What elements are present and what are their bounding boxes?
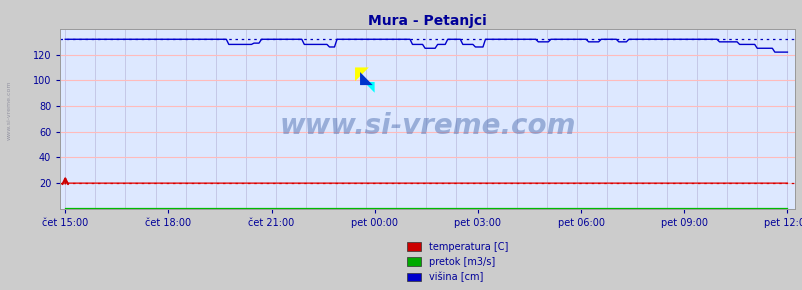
- Legend: temperatura [C], pretok [m3/s], višina [cm]: temperatura [C], pretok [m3/s], višina […: [407, 242, 508, 282]
- Text: ◤: ◤: [354, 65, 368, 83]
- Text: www.si-vreme.com: www.si-vreme.com: [279, 112, 575, 140]
- Title: Mura - Petanjci: Mura - Petanjci: [368, 14, 486, 28]
- Text: ◥: ◥: [363, 79, 374, 94]
- Text: ◣: ◣: [360, 70, 372, 88]
- Text: www.si-vreme.com: www.si-vreme.com: [6, 80, 11, 140]
